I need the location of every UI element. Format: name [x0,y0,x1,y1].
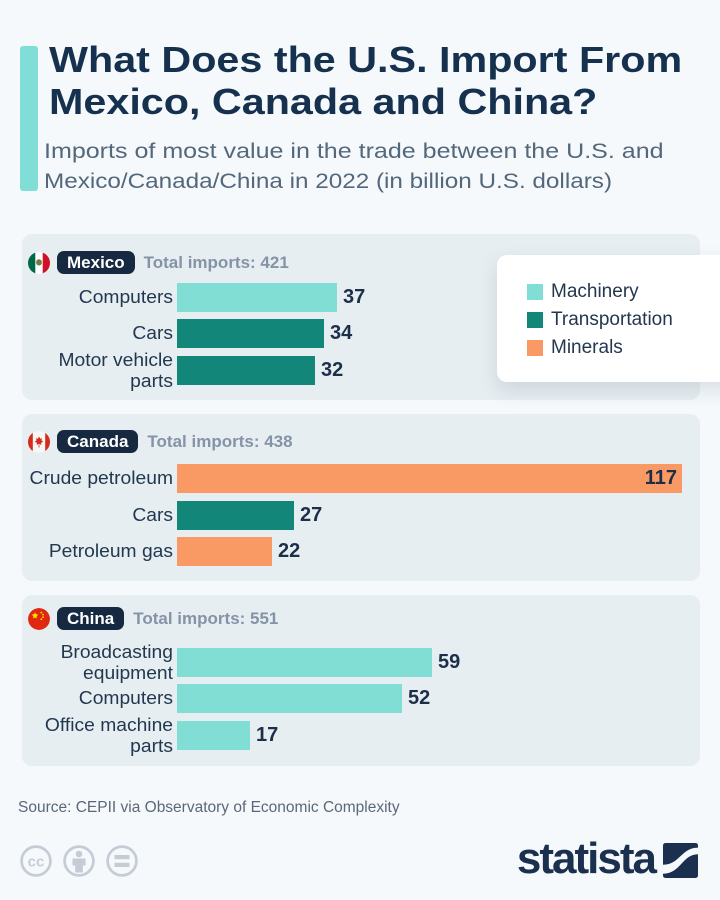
svg-text:cc: cc [28,854,45,871]
